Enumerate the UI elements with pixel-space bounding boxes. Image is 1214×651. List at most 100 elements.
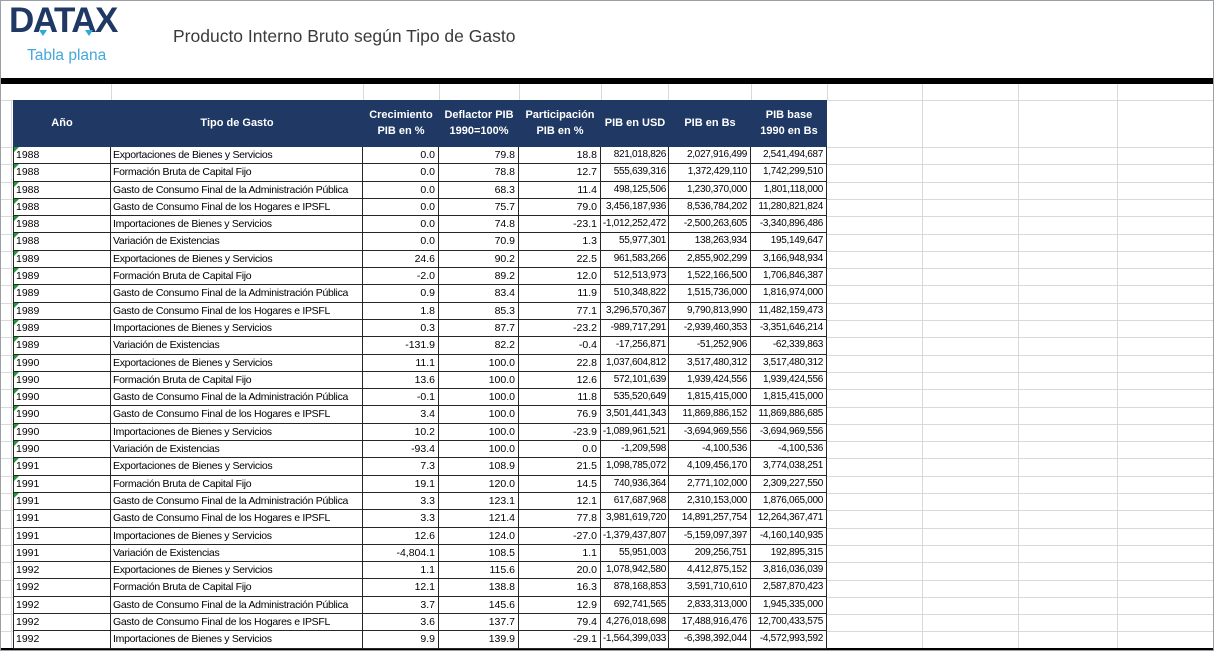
cell-participacion[interactable]: -0.4: [519, 337, 601, 354]
cell-pib_base[interactable]: 3,774,038,251: [751, 458, 827, 475]
column-header-tipo[interactable]: Tipo de Gasto: [111, 100, 363, 147]
cell-pib_usd[interactable]: 1,078,942,580: [601, 562, 669, 579]
cell-pib_bs[interactable]: 2,855,902,299: [669, 251, 751, 268]
cell-year[interactable]: 1990: [13, 372, 111, 389]
cell-tipo[interactable]: Importaciones de Bienes y Servicios: [111, 320, 363, 337]
column-header-participacion[interactable]: Participación PIB en %: [519, 100, 601, 147]
cell-pib_bs[interactable]: 2,310,153,000: [669, 493, 751, 510]
cell-year[interactable]: 1990: [13, 355, 111, 372]
cell-pib_bs[interactable]: 1,515,736,000: [669, 285, 751, 302]
cell-participacion[interactable]: 79.0: [519, 199, 601, 216]
cell-crecimiento[interactable]: 24.6: [363, 251, 439, 268]
cell-pib_base[interactable]: -3,351,646,214: [751, 320, 827, 337]
cell-pib_usd[interactable]: 55,977,301: [601, 233, 669, 250]
cell-tipo[interactable]: Importaciones de Bienes y Servicios: [111, 216, 363, 233]
cell-deflactor[interactable]: 74.8: [439, 216, 519, 233]
cell-deflactor[interactable]: 137.7: [439, 614, 519, 631]
cell-crecimiento[interactable]: 13.6: [363, 372, 439, 389]
cell-pib_usd[interactable]: -1,012,252,472: [601, 216, 669, 233]
cell-participacion[interactable]: 12.7: [519, 164, 601, 181]
cell-pib_usd[interactable]: 1,037,604,812: [601, 355, 669, 372]
cell-crecimiento[interactable]: 3.3: [363, 493, 439, 510]
cell-tipo[interactable]: Gasto de Consumo Final de la Administrac…: [111, 493, 363, 510]
cell-pib_bs[interactable]: 1,372,429,110: [669, 164, 751, 181]
cell-pib_base[interactable]: 1,876,065,000: [751, 493, 827, 510]
cell-crecimiento[interactable]: 0.0: [363, 182, 439, 199]
cell-deflactor[interactable]: 100.0: [439, 355, 519, 372]
cell-year[interactable]: 1992: [13, 597, 111, 614]
cell-pib_usd[interactable]: -1,089,961,521: [601, 424, 669, 441]
cell-pib_usd[interactable]: 3,501,441,343: [601, 406, 669, 423]
cell-crecimiento[interactable]: 0.3: [363, 320, 439, 337]
cell-pib_bs[interactable]: 11,869,886,152: [669, 406, 751, 423]
cell-deflactor[interactable]: 100.0: [439, 389, 519, 406]
cell-pib_base[interactable]: 1,945,335,000: [751, 597, 827, 614]
cell-pib_base[interactable]: 1,801,118,000: [751, 182, 827, 199]
cell-tipo[interactable]: Formación Bruta de Capital Fijo: [111, 164, 363, 181]
cell-year[interactable]: 1992: [13, 562, 111, 579]
cell-year[interactable]: 1989: [13, 268, 111, 285]
cell-year[interactable]: 1989: [13, 320, 111, 337]
cell-tipo[interactable]: Gasto de Consumo Final de la Administrac…: [111, 285, 363, 302]
cell-crecimiento[interactable]: -4,804.1: [363, 545, 439, 562]
cell-participacion[interactable]: 76.9: [519, 406, 601, 423]
cell-participacion[interactable]: 79.4: [519, 614, 601, 631]
cell-participacion[interactable]: -27.0: [519, 528, 601, 545]
cell-year[interactable]: 1991: [13, 458, 111, 475]
cell-pib_usd[interactable]: 3,296,570,367: [601, 303, 669, 320]
cell-pib_usd[interactable]: 512,513,973: [601, 268, 669, 285]
cell-pib_bs[interactable]: 2,833,313,000: [669, 597, 751, 614]
cell-pib_bs[interactable]: 4,109,456,170: [669, 458, 751, 475]
cell-participacion[interactable]: 22.8: [519, 355, 601, 372]
cell-crecimiento[interactable]: 7.3: [363, 458, 439, 475]
cell-participacion[interactable]: 12.6: [519, 372, 601, 389]
cell-participacion[interactable]: 21.5: [519, 458, 601, 475]
cell-pib_usd[interactable]: 1,098,785,072: [601, 458, 669, 475]
cell-year[interactable]: 1988: [13, 216, 111, 233]
cell-pib_base[interactable]: 2,587,870,423: [751, 579, 827, 596]
cell-pib_base[interactable]: 1,939,424,556: [751, 372, 827, 389]
cell-tipo[interactable]: Variación de Existencias: [111, 233, 363, 250]
cell-participacion[interactable]: 16.3: [519, 579, 601, 596]
cell-pib_base[interactable]: 1,742,299,510: [751, 164, 827, 181]
cell-tipo[interactable]: Formación Bruta de Capital Fijo: [111, 476, 363, 493]
cell-year[interactable]: 1991: [13, 545, 111, 562]
cell-participacion[interactable]: 77.8: [519, 510, 601, 527]
column-header-deflactor[interactable]: Deflactor PIB 1990=100%: [439, 100, 519, 147]
cell-participacion[interactable]: 11.9: [519, 285, 601, 302]
cell-participacion[interactable]: 22.5: [519, 251, 601, 268]
cell-pib_usd[interactable]: 555,639,316: [601, 164, 669, 181]
cell-pib_bs[interactable]: 3,517,480,312: [669, 355, 751, 372]
cell-pib_usd[interactable]: 617,687,968: [601, 493, 669, 510]
column-header-pib_bs[interactable]: PIB en Bs: [669, 100, 751, 147]
cell-pib_bs[interactable]: -5,159,097,397: [669, 528, 751, 545]
cell-crecimiento[interactable]: -131.9: [363, 337, 439, 354]
cell-tipo[interactable]: Variación de Existencias: [111, 337, 363, 354]
cell-year[interactable]: 1988: [13, 147, 111, 164]
cell-year[interactable]: 1990: [13, 441, 111, 458]
cell-year[interactable]: 1988: [13, 182, 111, 199]
cell-deflactor[interactable]: 100.0: [439, 372, 519, 389]
cell-pib_bs[interactable]: 8,536,784,202: [669, 199, 751, 216]
cell-pib_base[interactable]: 12,700,433,575: [751, 614, 827, 631]
cell-crecimiento[interactable]: -93.4: [363, 441, 439, 458]
cell-year[interactable]: 1992: [13, 579, 111, 596]
cell-pib_bs[interactable]: 4,412,875,152: [669, 562, 751, 579]
cell-pib_usd[interactable]: 4,276,018,698: [601, 614, 669, 631]
cell-participacion[interactable]: 12.1: [519, 493, 601, 510]
cell-deflactor[interactable]: 89.2: [439, 268, 519, 285]
cell-pib_bs[interactable]: 17,488,916,476: [669, 614, 751, 631]
cell-pib_base[interactable]: -3,694,969,556: [751, 424, 827, 441]
cell-crecimiento[interactable]: 0.0: [363, 199, 439, 216]
cell-crecimiento[interactable]: 19.1: [363, 476, 439, 493]
cell-year[interactable]: 1992: [13, 614, 111, 631]
cell-crecimiento[interactable]: 0.0: [363, 147, 439, 164]
cell-participacion[interactable]: 11.4: [519, 182, 601, 199]
cell-participacion[interactable]: 77.1: [519, 303, 601, 320]
cell-pib_base[interactable]: 12,264,367,471: [751, 510, 827, 527]
cell-participacion[interactable]: 1.1: [519, 545, 601, 562]
cell-tipo[interactable]: Exportaciones de Bienes y Servicios: [111, 458, 363, 475]
cell-pib_base[interactable]: 3,517,480,312: [751, 355, 827, 372]
cell-tipo[interactable]: Formación Bruta de Capital Fijo: [111, 579, 363, 596]
cell-pib_usd[interactable]: 821,018,826: [601, 147, 669, 164]
